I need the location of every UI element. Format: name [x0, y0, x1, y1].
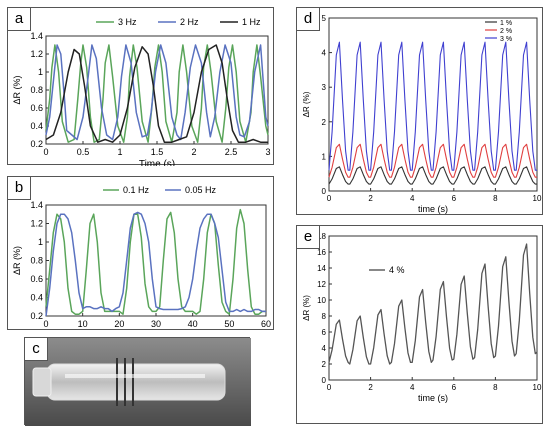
- series-line-4pct: [328, 243, 538, 365]
- x-axis-label: Time (s): [139, 159, 175, 166]
- panel-b: b 0 10 20 30 40 50 60 0.2 0.4 0.6 0.8 1 1.2 1.4 ΔR (%)…: [7, 176, 274, 330]
- legend-label: 2 %: [500, 28, 512, 35]
- legend-label: 1 Hz: [242, 17, 261, 27]
- y-axis-label: ΔR (%): [12, 75, 22, 104]
- y-tick-label: 1.4: [30, 200, 43, 210]
- series-line-3%: [328, 41, 537, 171]
- x-tick-label: 8: [493, 383, 498, 392]
- x-tick-label: 0: [43, 147, 48, 157]
- x-axis-label: time (s): [418, 204, 448, 214]
- panel-c: c: [24, 337, 251, 426]
- x-tick-label: 2: [191, 147, 196, 157]
- chart-a: 0 0.5 1 1.5 2 2.5 3 0.2 0.4 0.6 0.8 1 1.2 1.4 Time (s)…: [12, 17, 271, 166]
- series-line-0.05Hz: [45, 211, 266, 317]
- x-tick-label: 10: [533, 194, 542, 203]
- y-tick-label: 0: [322, 376, 327, 385]
- x-tick-label: 6: [452, 383, 457, 392]
- y-tick-label: 0.6: [30, 274, 43, 284]
- x-tick-label: 4: [410, 383, 415, 392]
- x-tick-label: 1: [117, 147, 122, 157]
- y-tick-label: 4: [322, 49, 327, 58]
- x-tick-label: 2.5: [225, 147, 238, 157]
- series-line-2%: [328, 143, 537, 178]
- plot-frame: [328, 235, 538, 381]
- y-tick-label: 4: [322, 344, 327, 353]
- x-tick-label: 0: [43, 319, 48, 329]
- legend-label: 1 %: [500, 20, 512, 27]
- chart-b: 0 10 20 30 40 50 60 0.2 0.4 0.6 0.8 1 1.2 1.4 ΔR (%) 0.…: [12, 185, 271, 329]
- x-tick-label: 4: [410, 194, 415, 203]
- y-axis-label: ΔR (%): [302, 91, 311, 117]
- x-tick-label: 0.5: [77, 147, 90, 157]
- x-tick-label: 10: [78, 319, 88, 329]
- panel-label-a: a: [8, 8, 31, 31]
- y-tick-label: 1.2: [30, 219, 43, 229]
- y-tick-label: 10: [317, 296, 326, 305]
- panel-label-c: c: [25, 338, 48, 361]
- plot-frame: [328, 17, 538, 192]
- sensor-vial-photo: [25, 338, 251, 426]
- y-tick-label: 1: [322, 152, 327, 161]
- x-tick-label: 8: [493, 194, 498, 203]
- series-line-1%: [328, 166, 537, 185]
- x-tick-label: 40: [188, 319, 198, 329]
- legend-label: 4 %: [389, 265, 405, 275]
- plot-frame: [45, 204, 267, 317]
- x-axis-label: time (s): [418, 393, 448, 403]
- y-tick-label: 2: [322, 118, 327, 127]
- legend-label: 2 Hz: [180, 17, 199, 27]
- legend-label: 3 Hz: [118, 17, 137, 27]
- y-tick-label: 8: [322, 312, 327, 321]
- x-tick-label: 0: [327, 383, 332, 392]
- series-line-3Hz: [45, 44, 269, 143]
- y-tick-label: 6: [322, 328, 327, 337]
- y-tick-label: 0.2: [30, 311, 43, 321]
- x-tick-label: 60: [261, 319, 271, 329]
- legend-label: 3 %: [500, 36, 512, 43]
- panel-e: e 0 2 4 6 8 10 0 2 4 6 8 10 12 14 16 18 time (s) ΔR (%) 4 …: [296, 225, 543, 424]
- x-tick-label: 0: [327, 194, 332, 203]
- y-tick-label: 3: [322, 83, 327, 92]
- x-tick-label: 2: [368, 383, 373, 392]
- series-line-1Hz: [45, 44, 268, 143]
- y-tick-label: 14: [317, 264, 326, 273]
- x-tick-label: 3: [265, 147, 270, 157]
- y-tick-label: 18: [317, 232, 326, 241]
- series-line-2Hz: [45, 44, 269, 141]
- y-tick-label: 0.4: [30, 293, 43, 303]
- chart-e: 0 2 4 6 8 10 0 2 4 6 8 10 12 14 16 18 time (s) ΔR (%) 4 %: [302, 232, 542, 403]
- y-tick-label: 12: [317, 280, 326, 289]
- y-tick-label: 0.8: [30, 85, 43, 95]
- y-tick-label: 16: [317, 248, 326, 257]
- y-tick-label: 0: [322, 187, 327, 196]
- panel-label-e: e: [297, 226, 320, 249]
- series-line-0.1Hz: [45, 208, 266, 315]
- panel-label-d: d: [297, 8, 320, 31]
- x-tick-label: 1.5: [151, 147, 164, 157]
- x-tick-label: 6: [452, 194, 457, 203]
- x-tick-label: 50: [224, 319, 234, 329]
- y-tick-label: 5: [322, 14, 327, 23]
- y-axis-label: ΔR (%): [302, 295, 311, 321]
- panel-label-b: b: [8, 177, 31, 200]
- y-tick-label: 0.4: [30, 121, 43, 131]
- panel-a: a 0 0.5 1 1.5 2 2.5 3 0.2 0.4 0.6 0.8 1 1.2 1.4 Time (…: [7, 7, 274, 166]
- panel-d: d 0 2 4 6 8 10 0 1 2 3 4 5 time (s) ΔR (%) 1 % 2 % 3 %: [296, 7, 543, 215]
- y-tick-label: 0.6: [30, 103, 43, 113]
- y-tick-label: 1.4: [30, 31, 43, 41]
- y-axis-label: ΔR (%): [12, 246, 22, 275]
- x-tick-label: 30: [151, 319, 161, 329]
- x-tick-label: 2: [368, 194, 373, 203]
- y-tick-label: 2: [322, 360, 327, 369]
- y-tick-label: 1: [38, 67, 43, 77]
- y-tick-label: 0.2: [30, 139, 43, 149]
- x-tick-label: 10: [533, 383, 542, 392]
- y-tick-label: 1.2: [30, 49, 43, 59]
- y-tick-label: 1: [38, 237, 43, 247]
- chart-d: 0 2 4 6 8 10 0 1 2 3 4 5 time (s) ΔR (%) 1 %2 %3 %: [302, 14, 542, 214]
- y-tick-label: 0.8: [30, 256, 43, 266]
- x-tick-label: 20: [114, 319, 124, 329]
- legend-label: 0.05 Hz: [185, 185, 217, 195]
- legend-label: 0.1 Hz: [123, 185, 150, 195]
